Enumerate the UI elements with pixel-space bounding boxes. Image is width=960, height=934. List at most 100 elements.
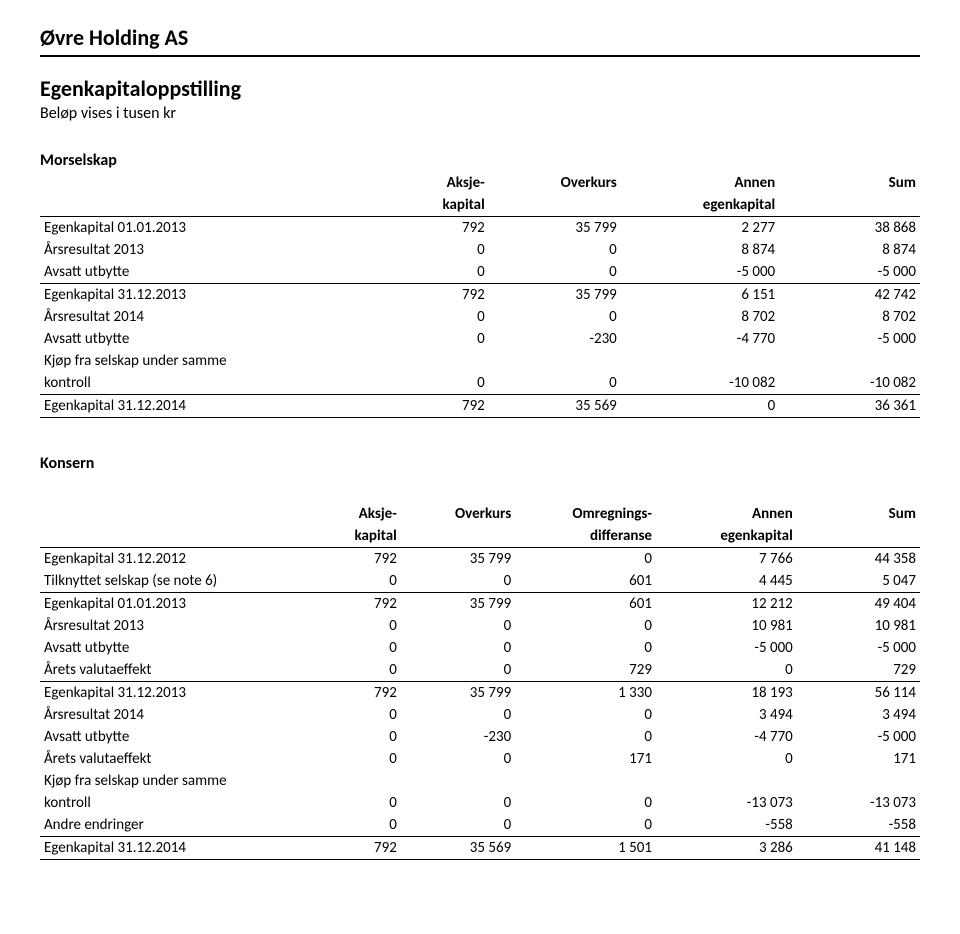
cell	[621, 350, 779, 372]
cell: 8 874	[779, 239, 920, 261]
cell: 35 799	[489, 217, 621, 240]
cell: 0	[374, 239, 488, 261]
cell: 5 047	[797, 570, 920, 593]
cell: -4 770	[656, 726, 797, 748]
cell: 42 742	[779, 284, 920, 307]
cell: 601	[515, 570, 656, 593]
cell: 1 501	[515, 837, 656, 860]
row-label: Egenkapital 31.12.2012	[40, 548, 304, 571]
cell: 1 330	[515, 682, 656, 705]
k-h2: Overkurs	[401, 503, 515, 525]
cell: 0	[401, 704, 515, 726]
table-row: Egenkapital 31.12.201279235 79907 76644 …	[40, 548, 920, 571]
cell: 0	[304, 748, 401, 770]
cell: 35 569	[401, 837, 515, 860]
cell: 0	[304, 570, 401, 593]
table-row: kontroll000-13 073-13 073	[40, 792, 920, 814]
table-row: Kjøp fra selskap under samme	[40, 770, 920, 792]
cell: 0	[401, 814, 515, 837]
row-label: Andre endringer	[40, 814, 304, 837]
cell: 36 361	[779, 395, 920, 418]
row-label: Årsresultat 2013	[40, 615, 304, 637]
cell: 6 151	[621, 284, 779, 307]
cell: 0	[401, 659, 515, 682]
section-label-morselskap: Morselskap	[40, 151, 920, 170]
cell: -5 000	[779, 261, 920, 284]
konsern-gap	[40, 475, 920, 503]
cell: 0	[304, 704, 401, 726]
konsern-table: Aksje- Overkurs Omregnings- Annen Sum ka…	[40, 503, 920, 860]
cell: 10 981	[656, 615, 797, 637]
cell: 0	[489, 239, 621, 261]
m-h2: Overkurs	[489, 172, 621, 194]
cell: 792	[374, 217, 488, 240]
cell: 8 702	[621, 306, 779, 328]
cell: 3 494	[797, 704, 920, 726]
cell: -5 000	[656, 637, 797, 659]
row-label: kontroll	[40, 372, 374, 395]
cell: 0	[515, 726, 656, 748]
table-row: Årsresultat 20140003 4943 494	[40, 704, 920, 726]
cell: 0	[515, 548, 656, 571]
cell: 0	[515, 704, 656, 726]
cell: 0	[401, 637, 515, 659]
cell	[515, 770, 656, 792]
morselskap-table: Aksje- Overkurs Annen Sum kapital egenka…	[40, 172, 920, 418]
m-header-row-2: kapital egenkapital	[40, 194, 920, 217]
row-label: Avsatt utbytte	[40, 328, 374, 350]
cell: 0	[515, 615, 656, 637]
cell: 4 445	[656, 570, 797, 593]
k-h4a: Annen	[656, 503, 797, 525]
cell: 0	[401, 748, 515, 770]
k-h1b: kapital	[304, 525, 401, 548]
cell: -10 082	[779, 372, 920, 395]
table-row: Egenkapital 31.12.201479235 5691 5013 28…	[40, 837, 920, 860]
m-h1a: Aksje-	[374, 172, 488, 194]
m-h0b	[40, 194, 374, 217]
row-label: Årets valutaeffekt	[40, 659, 304, 682]
cell: 0	[304, 659, 401, 682]
cell: 0	[656, 659, 797, 682]
table-row: Avsatt utbytte0-230-4 770-5 000	[40, 328, 920, 350]
cell	[489, 350, 621, 372]
cell: 0	[304, 814, 401, 837]
cell: 0	[656, 748, 797, 770]
row-label: Egenkapital 31.12.2013	[40, 284, 374, 307]
cell: 18 193	[656, 682, 797, 705]
section-label-konsern: Konsern	[40, 454, 920, 473]
cell: 35 799	[401, 548, 515, 571]
cell: 44 358	[797, 548, 920, 571]
cell: -5 000	[621, 261, 779, 284]
cell: 38 868	[779, 217, 920, 240]
table-row: Årets valutaeffekt007290729	[40, 659, 920, 682]
table-row: Egenkapital 31.12.201479235 569036 361	[40, 395, 920, 418]
k-body: Egenkapital 31.12.201279235 79907 76644 …	[40, 548, 920, 860]
table-row: Årets valutaeffekt001710171	[40, 748, 920, 770]
cell: 3 494	[656, 704, 797, 726]
cell	[797, 770, 920, 792]
cell: 0	[401, 615, 515, 637]
cell: 7 766	[656, 548, 797, 571]
cell: 0	[304, 726, 401, 748]
m-header-row-1: Aksje- Overkurs Annen Sum	[40, 172, 920, 194]
row-label: Kjøp fra selskap under samme	[40, 770, 304, 792]
cell: 0	[515, 814, 656, 837]
row-label: Avsatt utbytte	[40, 637, 304, 659]
cell: 8 874	[621, 239, 779, 261]
row-label: Årsresultat 2014	[40, 306, 374, 328]
cell: 3 286	[656, 837, 797, 860]
cell: -10 082	[621, 372, 779, 395]
k-h0	[40, 503, 304, 525]
cell: -230	[489, 328, 621, 350]
cell: 0	[489, 261, 621, 284]
table-row: Årsresultat 201300010 98110 981	[40, 615, 920, 637]
table-row: Egenkapital 01.01.201379235 79960112 212…	[40, 593, 920, 616]
cell	[779, 350, 920, 372]
cell: 729	[515, 659, 656, 682]
spacer	[40, 418, 920, 454]
cell: 0	[374, 328, 488, 350]
row-label: Egenkapital 31.12.2014	[40, 395, 374, 418]
header-rule	[40, 55, 920, 57]
cell: -4 770	[621, 328, 779, 350]
cell: -558	[797, 814, 920, 837]
